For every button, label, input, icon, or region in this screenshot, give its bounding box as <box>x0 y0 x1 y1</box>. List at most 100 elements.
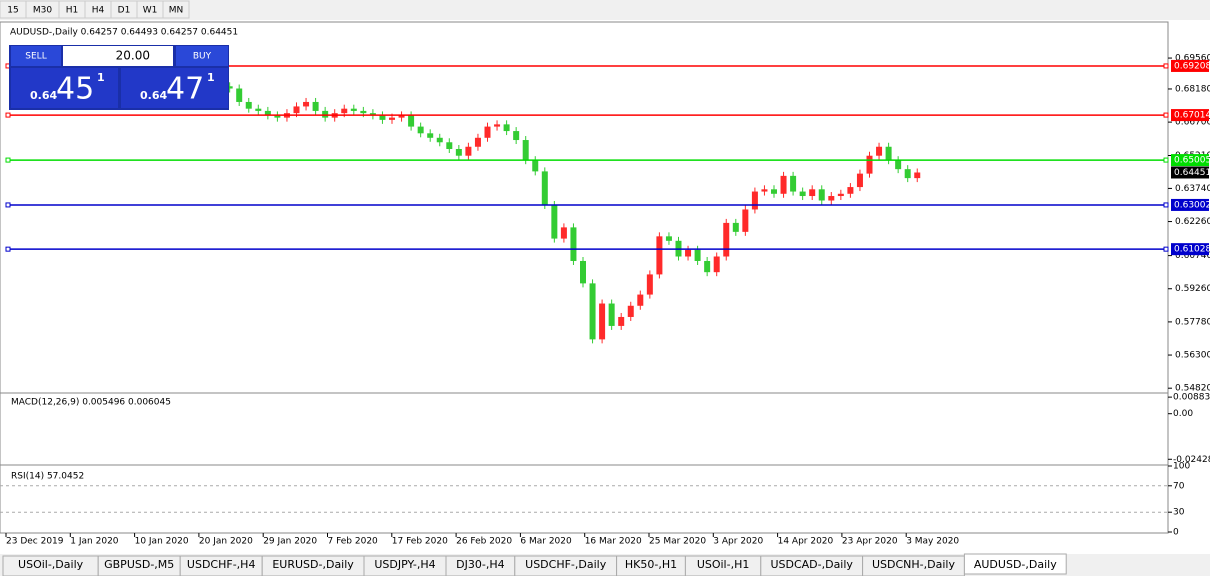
candle-body <box>255 108 262 111</box>
y-tick-label: 70 <box>1173 481 1185 491</box>
candle-body <box>264 110 271 116</box>
y-tick-label: 0.56300 <box>1175 351 1210 361</box>
y-tick-label: -0.02428 <box>1173 455 1210 465</box>
candle-body <box>885 146 892 161</box>
current-price-bg <box>1171 166 1209 179</box>
x-tick-label: 14 Apr 2020 <box>778 537 834 547</box>
candle-body <box>503 124 510 132</box>
level-label-bg <box>1171 154 1209 167</box>
candle-body <box>771 189 777 194</box>
candle-body <box>837 193 844 197</box>
candle-body <box>618 316 625 326</box>
timeframe-label: H1 <box>66 6 79 16</box>
candle-body <box>494 124 501 127</box>
buy-label: BUY <box>193 52 212 62</box>
candle-body <box>713 256 720 273</box>
candle-body <box>408 115 415 127</box>
candle-body <box>914 172 921 179</box>
timeframe-label: 15 <box>7 6 18 16</box>
candle-body <box>627 305 634 317</box>
level-handle <box>1163 246 1169 252</box>
level-label: 0.63002 <box>1174 200 1210 210</box>
candle-body <box>369 113 376 116</box>
candle-body <box>560 227 567 239</box>
candle-body <box>856 173 863 188</box>
level-handle <box>1163 63 1169 69</box>
level-handle <box>5 246 11 252</box>
tab-label: USOil-,Daily <box>18 558 84 571</box>
y-tick-label: 0.60740 <box>1175 251 1210 261</box>
candle-body <box>818 189 825 201</box>
level-handle <box>5 157 11 163</box>
buy-price-sup: 1 <box>207 71 215 84</box>
x-tick-label: 26 Feb 2020 <box>456 537 512 547</box>
candle-body <box>704 260 711 273</box>
buy-price-big: 0.64 <box>140 89 167 102</box>
sell-price-main: 45 <box>56 72 94 107</box>
candle-body <box>646 274 653 295</box>
candle-body <box>389 117 395 120</box>
timeframe-label: MN <box>169 6 184 16</box>
candle-body <box>904 169 911 179</box>
sell-button[interactable] <box>11 46 61 66</box>
level-handle <box>5 112 11 118</box>
timeframe-button[interactable] <box>162 0 190 19</box>
timeframe-label: W1 <box>143 6 158 16</box>
candle-body <box>312 101 319 111</box>
tab-label: USDJPY-,H4 <box>374 558 435 571</box>
level-label-bg <box>1171 198 1209 211</box>
tab-label: USDCNH-,Daily <box>872 558 955 571</box>
tab-label: DJ30-,H4 <box>456 558 504 571</box>
x-tick-label: 20 Jan 2020 <box>199 537 253 547</box>
candle-body <box>761 189 768 192</box>
level-label: 0.61028 <box>1174 245 1210 255</box>
candle-body <box>742 209 749 232</box>
x-tick-label: 1 Jan 2020 <box>70 537 118 547</box>
candle-body <box>322 110 329 118</box>
candle-body <box>751 191 758 210</box>
candle-body <box>799 191 806 197</box>
candle-body <box>790 175 797 192</box>
candle-body <box>570 227 577 261</box>
candle-body <box>541 171 548 205</box>
y-tick-label: 0.66700 <box>1175 118 1210 128</box>
candle-body <box>303 101 310 107</box>
candle-body <box>417 126 424 134</box>
candle-body <box>656 236 663 275</box>
tab[interactable] <box>963 553 1067 575</box>
y-tick-label: 0.63740 <box>1175 184 1210 194</box>
candle-body <box>436 137 443 143</box>
chart-title: AUDUSD-,Daily 0.64257 0.64493 0.64257 0.… <box>10 28 238 38</box>
candle-body <box>226 86 233 89</box>
candle-body <box>236 88 243 102</box>
level-label-bg <box>1171 243 1209 256</box>
x-tick-label: 23 Dec 2019 <box>6 537 64 547</box>
y-tick-label: 0.59260 <box>1175 284 1210 294</box>
candle-body <box>580 260 586 284</box>
candle-body <box>379 115 386 120</box>
candle-body <box>474 137 481 147</box>
candle-body <box>599 303 606 340</box>
tab-label: AUDUSD-,Daily <box>974 558 1057 571</box>
candle-body <box>876 146 883 156</box>
candle-body <box>245 101 252 109</box>
timeframe-label: H4 <box>92 6 105 16</box>
x-tick-label: 29 Jan 2020 <box>263 537 317 547</box>
candle-body <box>513 131 520 141</box>
tab-label: GBPUSD-,M5 <box>104 558 174 571</box>
timeframe-label: D1 <box>118 6 131 16</box>
level-handle <box>1163 157 1169 163</box>
level-label: 0.69208 <box>1174 61 1210 71</box>
y-tick-label: 0 <box>1173 528 1179 538</box>
candle-body <box>723 222 730 257</box>
lots-input[interactable]: 20.00 <box>116 49 150 63</box>
sell-price-big: 0.64 <box>30 89 57 102</box>
buy-button[interactable] <box>176 46 228 66</box>
sell-price-sup: 1 <box>97 71 105 84</box>
x-tick-label: 10 Jan 2020 <box>135 537 189 547</box>
tab-label: USDCHF-,Daily <box>525 558 607 571</box>
candle-body <box>809 189 816 197</box>
candle-body <box>637 294 644 306</box>
candle-body <box>551 204 558 239</box>
sell-label: SELL <box>25 52 46 62</box>
